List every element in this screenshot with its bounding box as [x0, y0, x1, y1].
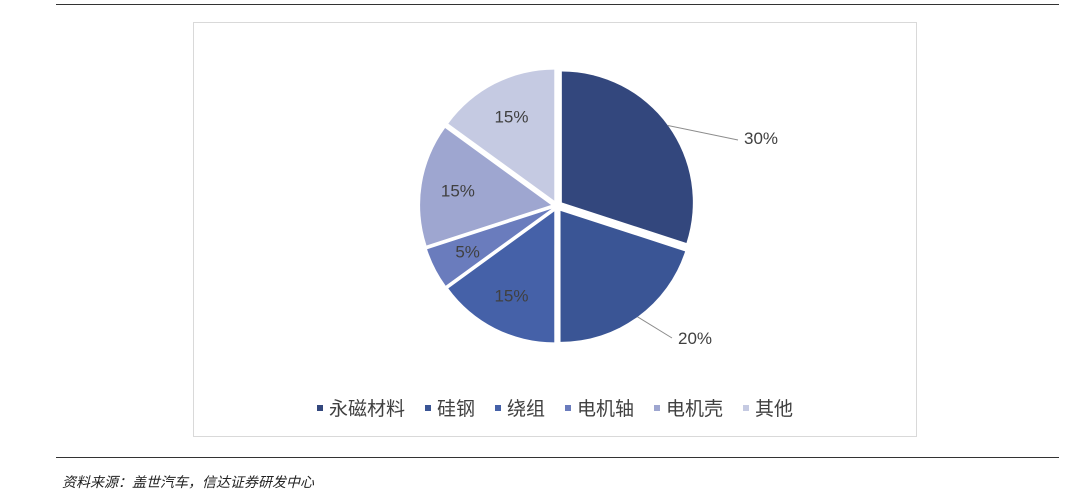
legend-item-5: 其他	[743, 394, 793, 421]
legend-item-1: 硅钢	[424, 394, 475, 421]
bottom-rule	[56, 457, 1059, 458]
legend-label: 其他	[755, 398, 794, 420]
pie-slice	[420, 128, 552, 246]
legend-item-0: 永磁材料	[316, 394, 405, 421]
data-label: 5%	[455, 243, 480, 262]
legend-item-4: 电机壳	[654, 394, 723, 421]
data-label: 15%	[441, 181, 475, 200]
pie-slice	[448, 69, 555, 201]
legend-swatch	[316, 404, 323, 411]
data-label: 30%	[744, 129, 778, 148]
legend-label: 电机轴	[577, 398, 635, 420]
source-note: 资料来源：盖世汽车，信达证券研发中心	[62, 475, 314, 491]
leader-line	[667, 124, 739, 141]
legend-label: 绕组	[506, 398, 545, 420]
chart-legend: 永磁材料 硅钢 绕组 电机轴 电机壳 其他	[193, 394, 917, 421]
leader-line	[637, 316, 673, 339]
legend-label: 电机壳	[666, 398, 724, 420]
data-label: 20%	[678, 329, 712, 348]
top-rule	[56, 4, 1059, 5]
pie-slice	[427, 208, 552, 286]
legend-swatch	[494, 404, 501, 411]
pie-slice	[448, 211, 555, 343]
legend-label: 永磁材料	[328, 398, 405, 420]
legend-label: 硅钢	[436, 398, 475, 420]
legend-item-2: 绕组	[494, 394, 545, 421]
chart-frame	[193, 22, 917, 437]
data-label: 15%	[494, 108, 528, 127]
legend-swatch	[743, 404, 750, 411]
data-label: 15%	[494, 286, 528, 305]
pie-slice	[561, 71, 693, 243]
pie-slice	[560, 210, 686, 342]
legend-swatch	[424, 404, 431, 411]
legend-swatch	[565, 404, 571, 411]
legend-swatch	[654, 404, 661, 411]
legend-item-3: 电机轴	[565, 394, 634, 421]
